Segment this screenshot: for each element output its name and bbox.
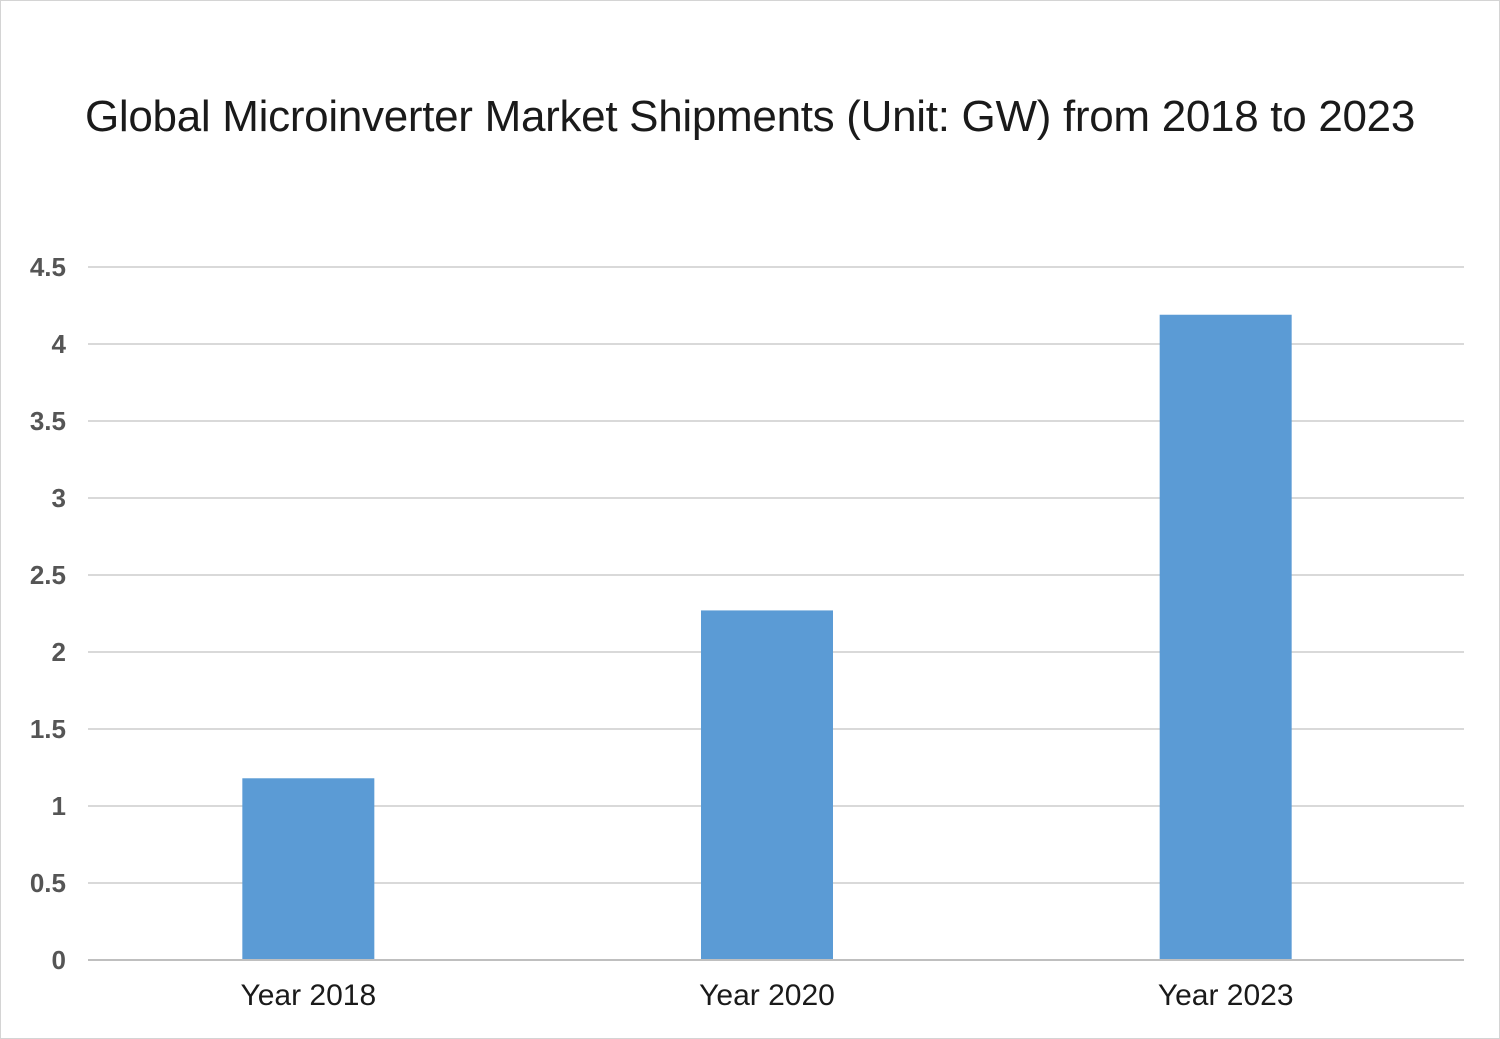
x-category-label: Year 2018 (240, 979, 376, 1012)
bar (701, 610, 833, 960)
x-category-label: Year 2020 (699, 979, 835, 1012)
x-category-label: Year 2023 (1158, 979, 1294, 1012)
y-tick-label: 1 (52, 791, 66, 821)
y-tick-label: 3 (52, 483, 66, 513)
y-tick-label: 3.5 (30, 406, 66, 436)
chart-title: Global Microinverter Market Shipments (U… (84, 92, 1416, 141)
y-tick-label: 1.5 (30, 714, 66, 744)
bars (242, 314, 1292, 960)
y-tick-label: 2.5 (30, 560, 66, 590)
y-tick-label: 4 (52, 329, 67, 359)
y-axis-ticks: 0 0.5 1 1.5 2 2.5 3 3.5 4 4.5 (30, 252, 67, 975)
bar (1159, 314, 1292, 960)
y-tick-label: 0 (52, 945, 66, 975)
y-tick-label: 2 (52, 637, 66, 667)
x-axis-categories: Year 2018 Year 2020 Year 2023 (240, 979, 1293, 1012)
y-tick-label: 4.5 (30, 252, 66, 282)
y-tick-label: 0.5 (30, 868, 66, 898)
bar (242, 778, 375, 960)
